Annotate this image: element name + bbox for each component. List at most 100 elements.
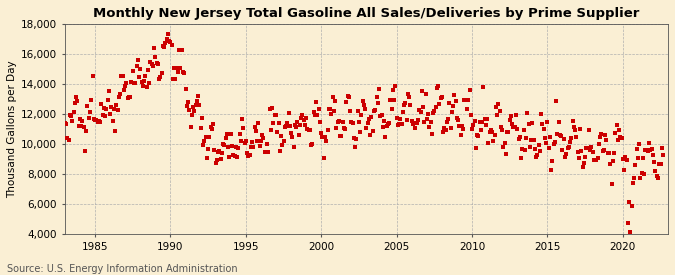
Point (109, 107, 119, 112)
Point (591, 157, 602, 162)
Point (100, 114, 111, 118)
Point (535, 149, 545, 154)
Point (186, 113, 197, 118)
Point (80, 149, 90, 153)
Point (433, 84, 443, 89)
Point (463, 98, 474, 102)
Point (367, 129, 378, 134)
Point (580, 155, 591, 159)
Point (506, 114, 516, 119)
Point (115, 92, 126, 96)
Point (291, 125, 302, 130)
Point (122, 96, 133, 100)
Point (519, 148, 530, 152)
Point (625, 229, 636, 234)
Point (157, 44, 168, 49)
Point (138, 79, 149, 83)
Point (99, 106, 109, 111)
Point (146, 62, 157, 67)
Point (574, 127, 585, 131)
Point (338, 120, 348, 125)
Point (385, 98, 396, 103)
Point (144, 81, 155, 85)
Point (161, 37, 172, 41)
Point (283, 111, 294, 115)
Point (77, 119, 88, 123)
Point (313, 107, 324, 111)
Point (217, 151, 227, 155)
Point (527, 121, 538, 125)
Point (107, 119, 118, 123)
Point (514, 134, 525, 139)
Point (493, 102, 504, 106)
Point (304, 128, 315, 132)
Point (571, 135, 582, 139)
Point (615, 135, 626, 139)
Point (548, 142, 559, 147)
Point (278, 139, 289, 143)
Point (333, 119, 344, 123)
Point (383, 121, 394, 125)
Point (262, 141, 273, 146)
Point (412, 118, 423, 122)
Point (256, 139, 267, 143)
Point (303, 128, 314, 132)
Point (512, 127, 522, 131)
Point (574, 155, 585, 160)
Point (243, 154, 254, 159)
Point (389, 98, 400, 103)
Point (416, 89, 427, 93)
Point (488, 139, 499, 143)
Point (392, 116, 402, 120)
Point (410, 125, 421, 130)
Point (470, 146, 481, 150)
Point (468, 123, 479, 127)
Point (348, 136, 359, 140)
Point (402, 92, 413, 96)
Point (379, 118, 389, 123)
Point (95, 120, 105, 125)
Point (377, 125, 388, 130)
Point (387, 88, 398, 92)
Point (374, 87, 385, 92)
Point (456, 133, 466, 137)
Point (589, 158, 599, 162)
Point (350, 145, 360, 149)
Point (63, 138, 74, 142)
Point (564, 144, 574, 149)
Point (225, 131, 236, 136)
Point (474, 120, 485, 124)
Point (253, 121, 264, 125)
Point (282, 120, 293, 125)
Point (399, 103, 410, 107)
Point (567, 119, 578, 123)
Point (518, 128, 529, 132)
Point (341, 100, 352, 104)
Point (631, 147, 642, 151)
Point (171, 66, 182, 70)
Point (583, 145, 593, 150)
Point (258, 136, 269, 140)
Point (136, 80, 147, 84)
Point (91, 117, 102, 122)
Point (272, 130, 283, 134)
Point (602, 151, 613, 155)
Point (68, 110, 79, 114)
Point (281, 123, 292, 128)
Point (440, 128, 451, 132)
Point (254, 144, 265, 148)
Point (82, 104, 93, 109)
Point (428, 111, 439, 115)
Point (501, 152, 512, 156)
Point (167, 77, 178, 81)
Point (606, 182, 617, 186)
Point (531, 155, 541, 159)
Point (503, 130, 514, 134)
Point (103, 89, 114, 94)
Point (643, 149, 653, 153)
Point (419, 120, 430, 125)
Point (306, 143, 317, 147)
Point (420, 92, 431, 96)
Point (229, 153, 240, 158)
Point (435, 95, 446, 100)
